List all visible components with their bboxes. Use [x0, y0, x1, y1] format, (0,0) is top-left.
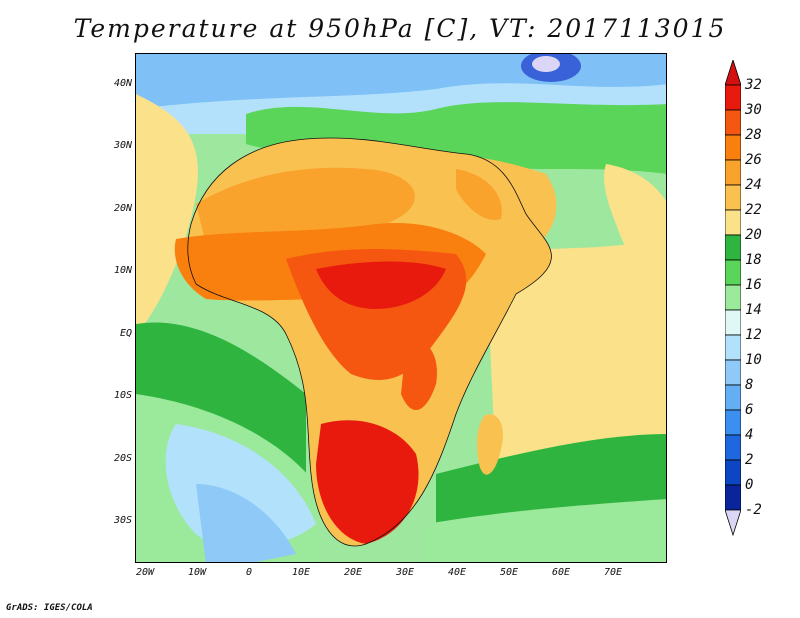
colorbar-bottom-arrow	[725, 509, 741, 537]
colorbar-label: 28	[745, 127, 762, 143]
lon-label-70e: 70E	[603, 567, 623, 578]
lat-label-30n: 30N	[113, 140, 132, 151]
east-africa-hot	[401, 341, 437, 411]
lon-label-60e: 60E	[551, 567, 571, 578]
lon-label-10w: 10W	[187, 567, 207, 578]
lon-label-10e: 10E	[291, 567, 311, 578]
credit-text: GrADS: IGES/COLA	[6, 603, 93, 613]
central-africa-core	[316, 261, 446, 309]
colorbar-label: 14	[745, 302, 762, 318]
arabia-hot	[456, 169, 502, 220]
colorbar-top-arrow	[725, 60, 741, 86]
lat-label-eq: EQ	[119, 328, 132, 339]
colorbar-label: -2	[745, 502, 762, 518]
coastline	[187, 137, 552, 547]
colorbar-label: 2	[745, 452, 754, 468]
lon-label-50e: 50E	[499, 567, 519, 578]
lon-label-30e: 30E	[395, 567, 415, 578]
lat-label-30s: 30S	[113, 515, 132, 526]
colorbar-segment	[725, 309, 741, 336]
colorbar-segment	[725, 159, 741, 186]
lat-label-20n: 20N	[113, 203, 132, 214]
colorbar-segment	[725, 134, 741, 161]
southern-africa-hot	[316, 420, 419, 544]
lat-label-20s: 20S	[113, 453, 132, 464]
colorbar-label: 22	[745, 202, 762, 218]
colorbar-label: 12	[745, 327, 762, 343]
colorbar-segment	[725, 434, 741, 461]
mediterranean-green	[246, 102, 666, 174]
colorbar-label: 4	[745, 427, 754, 443]
colorbar-label: 0	[745, 477, 754, 493]
lon-label-20w: 20W	[135, 567, 155, 578]
colorbar-label: 24	[745, 177, 762, 193]
colorbar-label: 16	[745, 277, 762, 293]
colorbar-segment	[725, 84, 741, 111]
lat-label-40n: 40N	[113, 78, 132, 89]
colorbar-segment	[725, 459, 741, 486]
atlantic-ocean	[136, 94, 198, 334]
colorbar-label: 8	[745, 377, 754, 393]
colorbar-segment	[725, 109, 741, 136]
colorbar-segment	[725, 259, 741, 286]
colorbar-segment	[725, 409, 741, 436]
madagascar	[477, 414, 504, 475]
indian-ocean-far-south	[426, 499, 666, 562]
colorbar-label: 10	[745, 352, 762, 368]
colorbar-segment	[725, 484, 741, 511]
colorbar-label: 18	[745, 252, 762, 268]
colorbar-segment	[725, 384, 741, 411]
temperature-map	[135, 53, 667, 563]
chart-title: Temperature at 950hPa [C], VT: 201711301…	[73, 14, 727, 43]
colorbar-segment	[725, 184, 741, 211]
cold-core-ne	[532, 56, 560, 72]
colorbar-label: 20	[745, 227, 762, 243]
colorbar-segment	[725, 284, 741, 311]
colorbar	[725, 60, 741, 537]
colorbar-segment	[725, 334, 741, 361]
colorbar-label: 30	[745, 102, 762, 118]
lon-label-0: 0	[245, 567, 253, 578]
colorbar-label: 6	[745, 402, 754, 418]
lat-label-10n: 10N	[113, 265, 132, 276]
india-land	[604, 164, 666, 312]
colorbar-segment	[725, 234, 741, 261]
lon-label-20e: 20E	[343, 567, 363, 578]
indian-ocean	[486, 234, 666, 478]
colorbar-label: 26	[745, 152, 762, 168]
lat-label-10s: 10S	[113, 390, 132, 401]
colorbar-segment	[725, 209, 741, 236]
south-atlantic-colder	[196, 484, 296, 562]
colorbar-label: 32	[745, 77, 762, 93]
colorbar-segment	[725, 359, 741, 386]
lon-label-40e: 40E	[447, 567, 467, 578]
